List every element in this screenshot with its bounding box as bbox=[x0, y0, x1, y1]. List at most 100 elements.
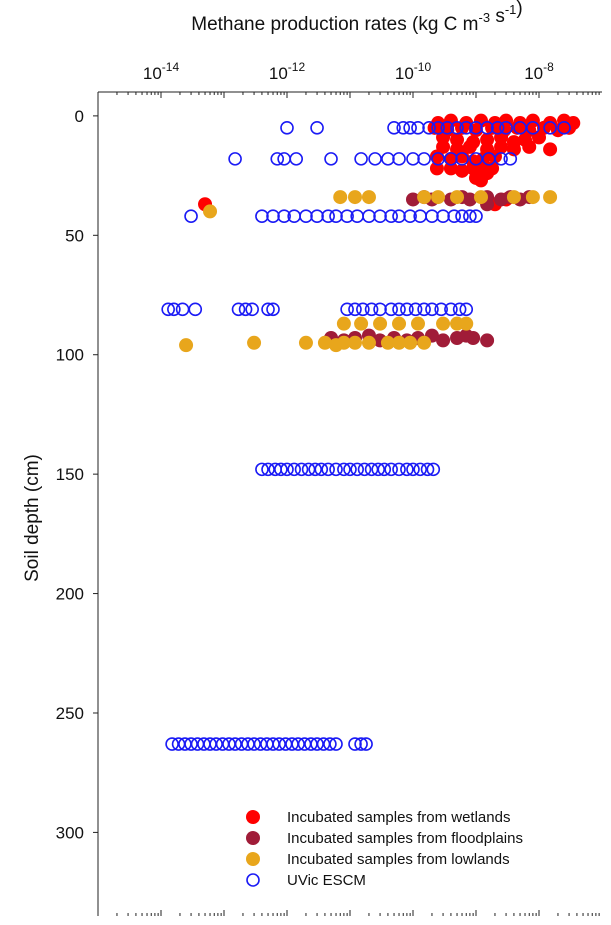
data-point bbox=[354, 316, 369, 331]
data-point bbox=[161, 302, 175, 317]
data-point bbox=[209, 737, 223, 751]
y-tick-label: 0 bbox=[75, 107, 84, 126]
series-3 bbox=[161, 121, 571, 751]
data-point bbox=[380, 335, 395, 350]
y-tick-label: 100 bbox=[56, 346, 84, 365]
data-point bbox=[336, 335, 351, 350]
x-axis-title: Methane production rates (kg C m-3 s-1) bbox=[191, 0, 522, 35]
data-point bbox=[179, 338, 194, 353]
data-point bbox=[462, 192, 477, 207]
data-point bbox=[425, 302, 439, 317]
data-point bbox=[557, 121, 571, 135]
data-point bbox=[526, 121, 540, 135]
legend-marker bbox=[246, 873, 260, 887]
data-point bbox=[337, 462, 351, 477]
data-point bbox=[261, 462, 275, 477]
data-point bbox=[494, 152, 508, 166]
x-tick-label: 10-8 bbox=[524, 60, 554, 83]
data-point bbox=[291, 737, 305, 751]
data-point bbox=[562, 120, 577, 135]
data-points bbox=[161, 113, 581, 751]
legend-marker bbox=[246, 810, 260, 824]
data-point bbox=[462, 139, 477, 154]
data-point bbox=[314, 462, 329, 477]
data-point bbox=[247, 737, 261, 751]
x-tick-labels: 10-14 10-12 10-10 10-8 bbox=[143, 60, 554, 83]
data-point bbox=[245, 302, 259, 317]
data-point bbox=[321, 209, 335, 223]
data-point bbox=[417, 335, 432, 350]
legend-marker bbox=[246, 852, 260, 866]
data-point bbox=[469, 209, 483, 223]
data-point bbox=[503, 152, 518, 166]
data-point bbox=[410, 316, 425, 331]
data-point bbox=[387, 121, 401, 135]
data-point bbox=[310, 737, 324, 751]
data-point bbox=[403, 209, 417, 223]
data-point bbox=[317, 335, 332, 350]
data-point bbox=[329, 462, 343, 477]
data-point bbox=[329, 737, 343, 751]
data-point bbox=[543, 142, 558, 157]
data-point bbox=[188, 302, 203, 317]
data-point bbox=[417, 152, 431, 166]
data-point bbox=[417, 302, 431, 317]
data-point bbox=[165, 737, 179, 751]
y-tick-label: 200 bbox=[56, 585, 84, 604]
data-point bbox=[459, 302, 474, 317]
data-point bbox=[406, 152, 420, 166]
data-point bbox=[266, 209, 280, 223]
data-point bbox=[480, 333, 495, 348]
data-point bbox=[340, 209, 354, 223]
data-point bbox=[321, 462, 335, 477]
data-point bbox=[184, 209, 198, 223]
data-point bbox=[384, 302, 398, 317]
data-point bbox=[255, 462, 269, 477]
data-point bbox=[324, 152, 338, 166]
data-point bbox=[426, 462, 441, 477]
data-point bbox=[490, 121, 505, 135]
data-point bbox=[522, 139, 537, 154]
data-point bbox=[392, 335, 407, 350]
x-tick-label: 10-10 bbox=[395, 60, 432, 83]
data-point bbox=[447, 209, 461, 223]
data-point bbox=[203, 204, 218, 219]
data-point bbox=[361, 190, 376, 205]
data-point bbox=[377, 462, 392, 477]
y-axis-title: Soil depth (cm) bbox=[22, 454, 43, 582]
data-point bbox=[266, 302, 280, 317]
data-point bbox=[459, 121, 474, 135]
data-point bbox=[403, 335, 418, 350]
data-point bbox=[469, 152, 483, 166]
data-point bbox=[167, 302, 181, 317]
data-point bbox=[400, 462, 414, 477]
legend: Incubated samples from wetlands Incubated… bbox=[246, 809, 523, 889]
data-point bbox=[499, 121, 513, 135]
data-point bbox=[510, 120, 525, 135]
data-point bbox=[436, 209, 450, 223]
legend-label: Incubated samples from lowlands bbox=[287, 851, 510, 868]
data-point bbox=[506, 190, 521, 205]
data-point bbox=[277, 209, 291, 223]
data-point bbox=[294, 462, 309, 477]
data-point bbox=[431, 190, 446, 205]
data-point bbox=[287, 462, 301, 477]
data-point bbox=[455, 120, 470, 135]
data-point bbox=[400, 302, 414, 317]
data-point bbox=[357, 462, 372, 477]
data-point bbox=[373, 302, 387, 317]
data-point bbox=[480, 166, 495, 181]
data-point bbox=[543, 121, 557, 135]
data-point bbox=[543, 190, 558, 205]
data-point bbox=[323, 737, 337, 751]
data-point bbox=[362, 209, 376, 223]
data-point bbox=[175, 302, 190, 317]
data-point bbox=[289, 152, 304, 166]
x-tick-label: 10-14 bbox=[143, 60, 180, 83]
data-point bbox=[228, 737, 242, 751]
data-point bbox=[231, 302, 246, 317]
data-point bbox=[274, 462, 288, 477]
legend-label: Incubated samples from wetlands bbox=[287, 809, 510, 826]
data-point bbox=[392, 316, 407, 331]
